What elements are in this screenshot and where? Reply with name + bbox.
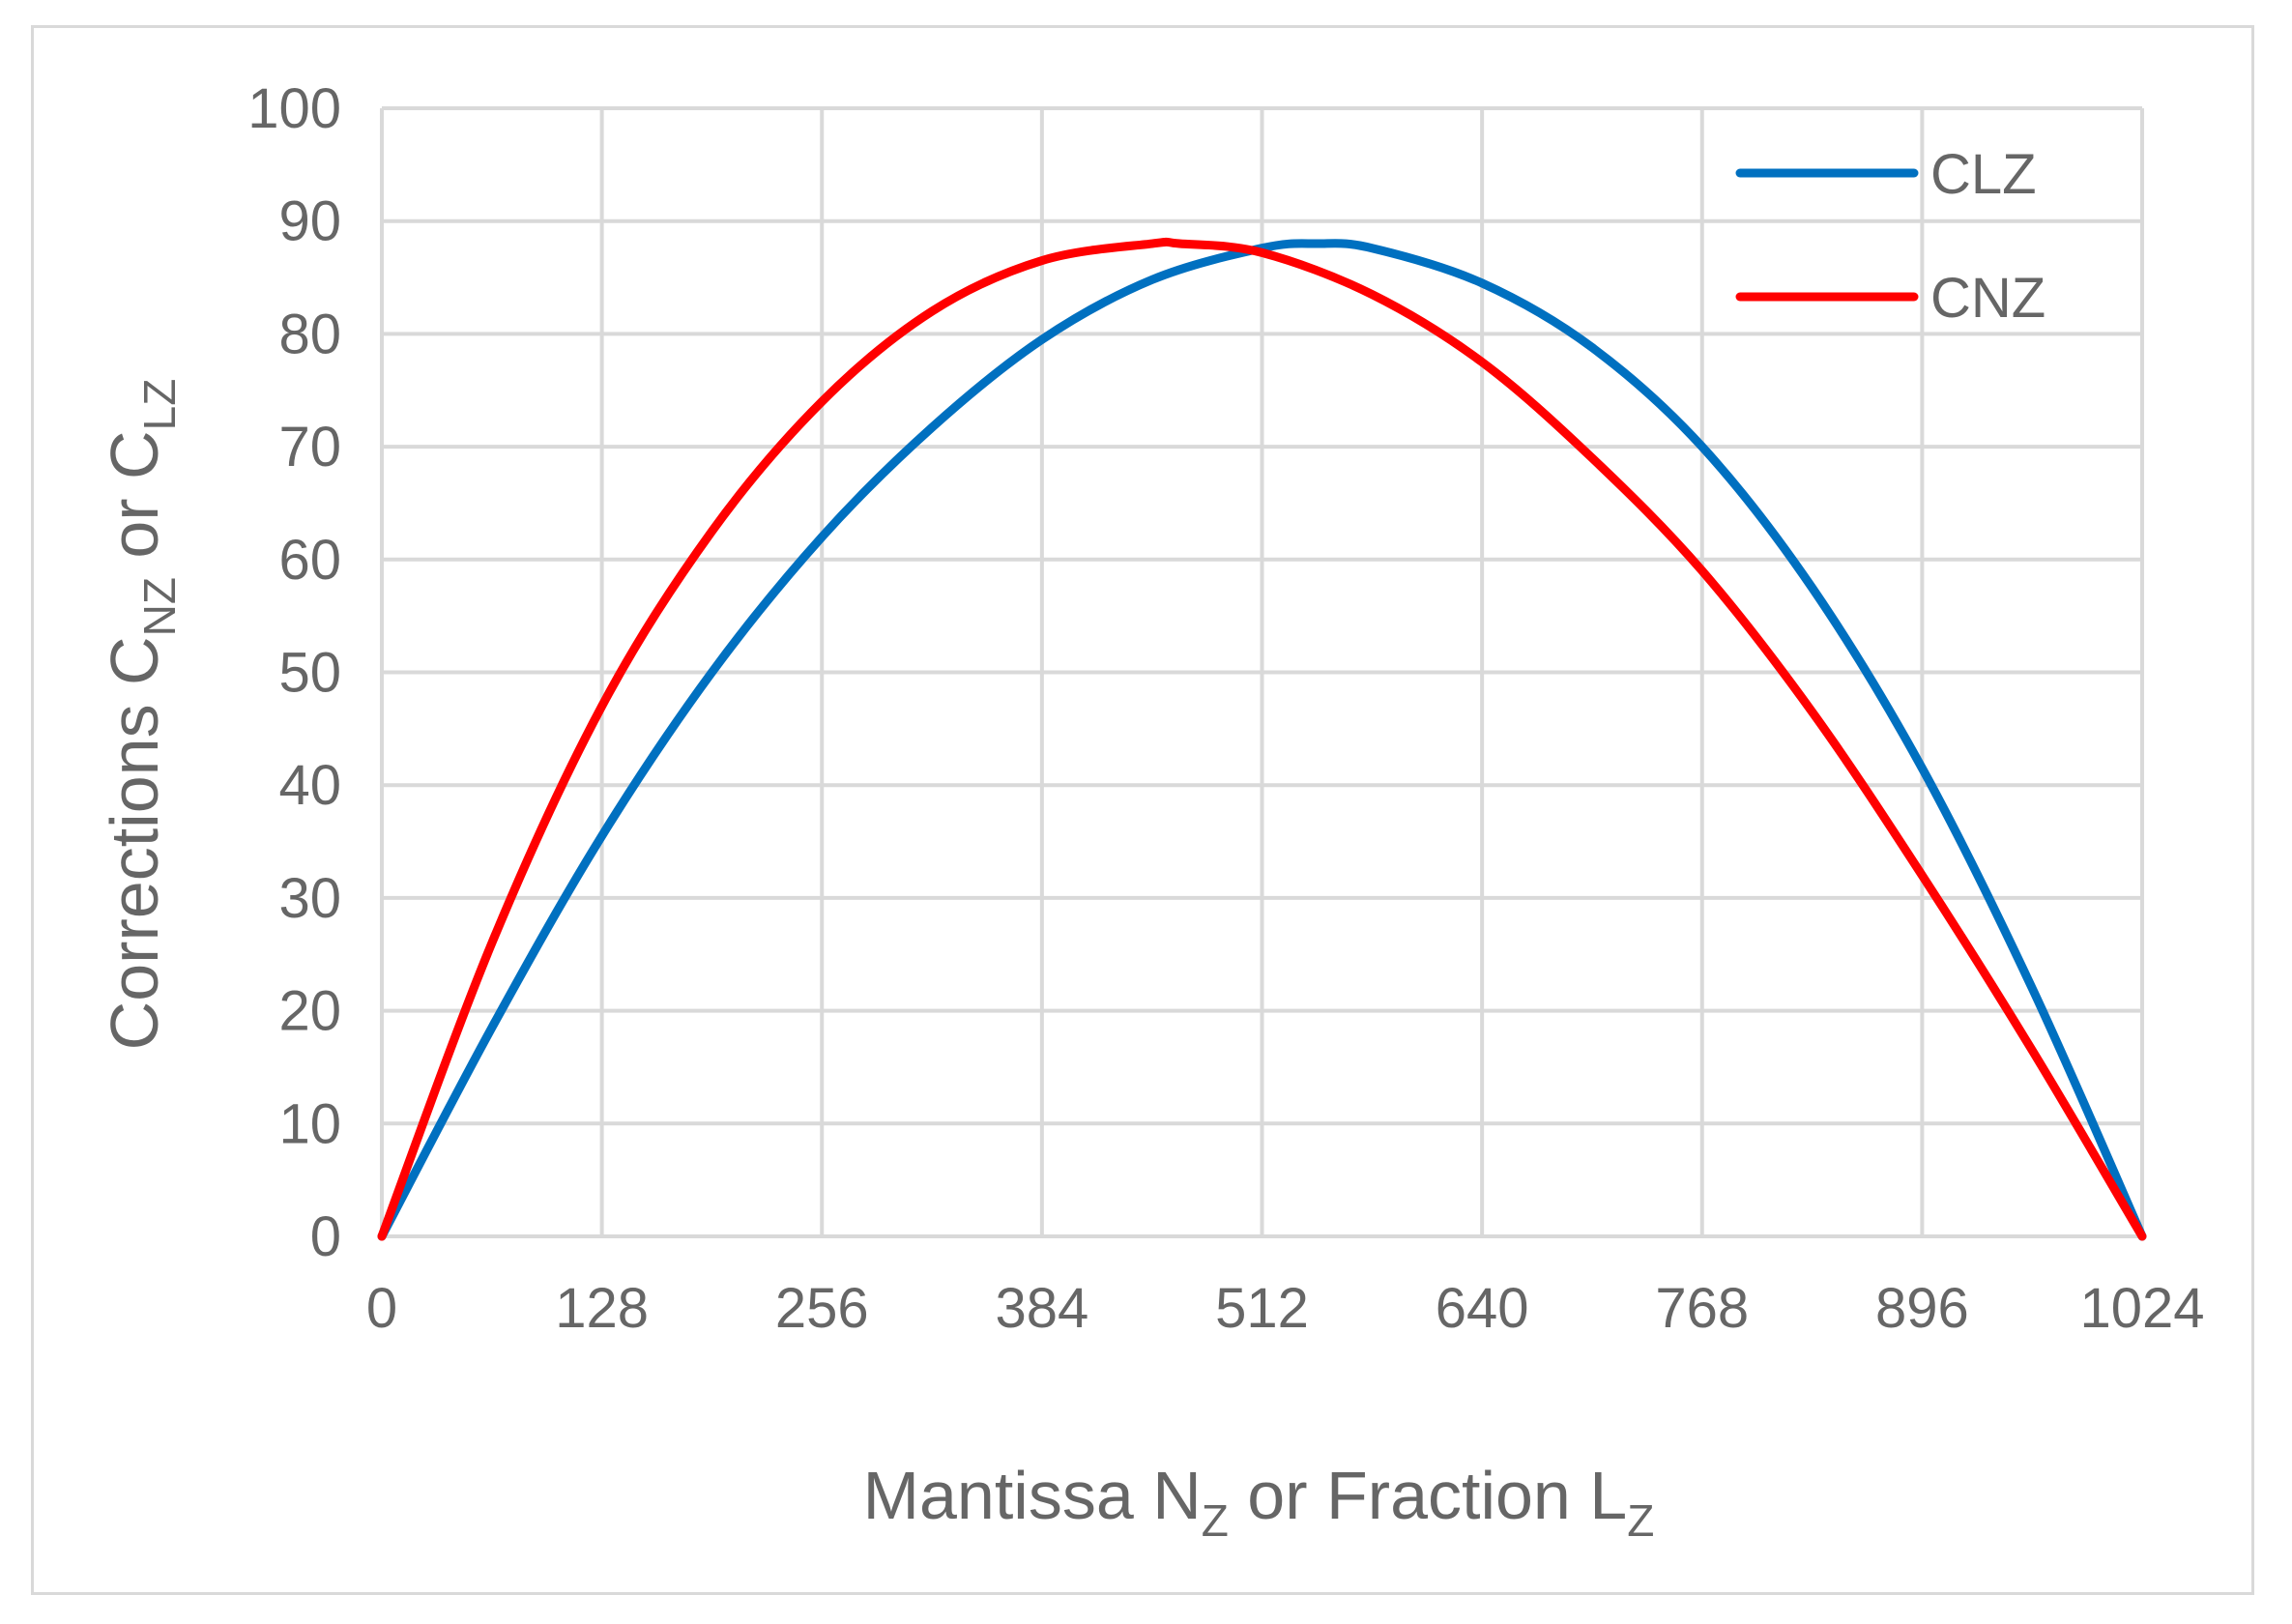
x-tick-label: 384 — [995, 1277, 1088, 1340]
x-tick-label: 0 — [366, 1277, 397, 1340]
x-tick-label: 256 — [775, 1277, 869, 1340]
x-axis-title: Mantissa NZ or Fraction LZ — [863, 1458, 1655, 1546]
x-axis-title-main: Mantissa N — [863, 1458, 1202, 1533]
y-tick-label: 90 — [278, 190, 341, 253]
x-tick-label: 896 — [1875, 1277, 1969, 1340]
y-tick-label: 0 — [310, 1205, 341, 1268]
series-group — [377, 237, 2147, 1241]
y-tick-label: 30 — [278, 867, 341, 930]
y-tick-label: 50 — [278, 642, 341, 705]
y-tick-label: 100 — [247, 77, 341, 140]
y-tick-label: 80 — [278, 303, 341, 365]
x-tick-label: 640 — [1436, 1277, 1529, 1340]
y-axis-title-sub2: LZ — [134, 379, 185, 431]
y-tick-label: 60 — [278, 529, 341, 592]
y-tick-label: 70 — [278, 416, 341, 478]
y-axis-tick-labels: 0 10 20 30 40 50 60 70 80 90 100 — [247, 77, 341, 1268]
x-tick-label: 1024 — [2079, 1277, 2204, 1340]
series-line-clz — [377, 239, 2147, 1241]
y-axis-title-main: Corrections C — [97, 636, 172, 1050]
y-axis-title-sub1: NZ — [134, 577, 185, 636]
x-axis-tick-labels: 0 128 256 384 512 640 768 896 1024 — [366, 1277, 2205, 1340]
x-tick-label: 128 — [555, 1277, 649, 1340]
chart-frame: 0 10 20 30 40 50 60 70 80 90 100 0 128 256 384 512 640 7… — [31, 25, 2254, 1595]
x-axis-title-sub2: Z — [1627, 1495, 1654, 1546]
x-axis-title-sub1: Z — [1202, 1495, 1229, 1546]
y-tick-label: 10 — [278, 1092, 341, 1155]
x-tick-label: 768 — [1655, 1277, 1749, 1340]
line-chart: 0 10 20 30 40 50 60 70 80 90 100 0 128 256 384 512 640 7… — [97, 77, 2205, 1546]
legend: CLZ CNZ — [1735, 143, 2045, 330]
y-tick-label: 20 — [278, 980, 341, 1043]
x-axis-title-mid: or Fraction L — [1229, 1458, 1627, 1533]
legend-label-cnz: CNZ — [1930, 267, 2045, 330]
y-axis-title-mid: or C — [97, 430, 172, 577]
series-line-cnz — [377, 237, 2147, 1241]
x-tick-label: 512 — [1215, 1277, 1309, 1340]
y-tick-label: 40 — [278, 754, 341, 817]
gridlines — [380, 106, 2144, 1238]
y-axis-title: Corrections CNZ or CLZ — [97, 379, 185, 1051]
legend-label-clz: CLZ — [1930, 143, 2037, 206]
